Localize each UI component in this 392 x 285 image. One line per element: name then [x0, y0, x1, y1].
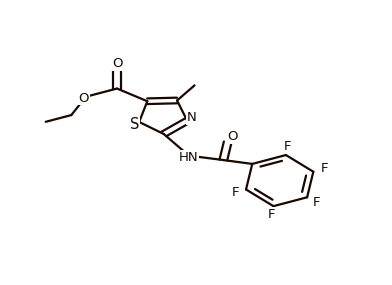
Text: O: O	[79, 92, 89, 105]
Text: F: F	[284, 140, 292, 153]
Text: HN: HN	[179, 150, 199, 164]
Text: O: O	[227, 130, 238, 143]
Text: S: S	[130, 117, 139, 132]
Text: F: F	[268, 208, 275, 221]
Text: O: O	[112, 58, 122, 70]
Text: N: N	[187, 111, 197, 125]
Text: F: F	[321, 162, 328, 175]
Text: F: F	[312, 196, 320, 209]
Text: F: F	[231, 186, 239, 199]
